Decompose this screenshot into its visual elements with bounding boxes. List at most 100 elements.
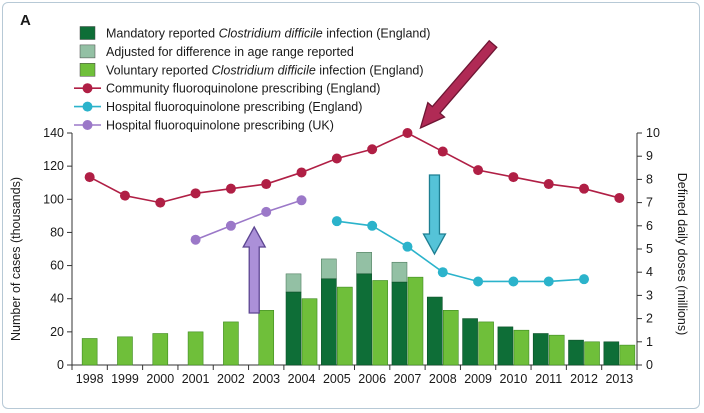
y-tick-label-left: 60 — [50, 259, 64, 273]
legend-text-part: infection (England) — [323, 27, 431, 41]
axes: 0 20 40 60 80 100 120 140 0 1 2 3 4 5 6 7 8 9 10 1998 1999 20… — [43, 126, 660, 386]
point-hospital_eng — [331, 216, 342, 227]
y-tick-label-right: 9 — [646, 149, 653, 163]
legend-text-italic: Clostridium difficile — [212, 63, 316, 77]
point-hospital_eng — [437, 267, 448, 278]
y-axis-title-left: Number of cases (thousands) — [9, 177, 23, 341]
point-hospital_uk — [296, 195, 307, 206]
legend-label-mandatory: Mandatory reported Clostridium difficile… — [106, 27, 430, 41]
x-tick-label: 2004 — [288, 372, 316, 386]
bar-voluntary — [548, 334, 565, 366]
point-community — [437, 146, 448, 157]
y-tick-label-left: 40 — [50, 292, 64, 306]
bar-voluntary — [187, 331, 204, 366]
point-hospital_eng — [473, 276, 484, 287]
bar-mandatory — [603, 341, 620, 366]
y-tick-label-right: 1 — [646, 335, 653, 349]
y-tick-label-right: 3 — [646, 288, 653, 302]
bar-mandatory — [426, 296, 443, 366]
x-tick-label: 2011 — [535, 372, 562, 386]
bar-voluntary — [619, 344, 636, 366]
line-hospital_eng — [336, 220, 585, 283]
bar-mandatory — [568, 339, 584, 366]
legend-text-part: Community fluoroquinolone prescribing (E… — [106, 82, 380, 96]
y-tick-label-left: 120 — [43, 159, 64, 173]
x-tick-label: 2000 — [146, 372, 174, 386]
point-community — [473, 165, 484, 176]
bar-mandatory — [497, 326, 514, 366]
y-tick-label-left: 80 — [50, 225, 64, 239]
bar-voluntary — [407, 276, 424, 366]
point-hospital_uk — [190, 234, 201, 245]
point-hospital_uk — [261, 206, 272, 217]
x-tick-label: 2002 — [217, 372, 245, 386]
bar-voluntary — [258, 310, 275, 366]
bar-mandatory — [321, 278, 337, 366]
point-community — [402, 128, 413, 138]
point-community — [543, 179, 554, 190]
legend-swatch-mandatory — [79, 26, 96, 40]
bar-mandatory — [285, 291, 302, 366]
legend-text-part: Voluntary reported — [106, 63, 212, 77]
point-community — [331, 153, 342, 164]
lines — [84, 128, 625, 287]
x-tick-label: 1999 — [111, 372, 139, 386]
bar-voluntary — [223, 321, 239, 366]
bar-voluntary — [117, 336, 133, 366]
legend-label-hospital_eng: Hospital fluoroquinolone prescribing (En… — [106, 100, 362, 114]
bars — [81, 252, 636, 366]
arrow-community-icon — [419, 39, 498, 130]
annotation-arrows — [242, 39, 498, 314]
y-tick-label-left: 140 — [43, 126, 64, 140]
arrow-hospital-uk-icon — [242, 225, 267, 314]
x-tick-label: 2008 — [429, 372, 457, 386]
panel-label: A — [20, 12, 31, 29]
y-tick-label-right: 2 — [646, 312, 653, 326]
point-community — [261, 179, 272, 190]
x-tick-label: 2010 — [500, 372, 528, 386]
point-hospital_eng — [367, 220, 378, 231]
x-tick-label: 2012 — [570, 372, 598, 386]
legend-label-voluntary: Voluntary reported Clostridium difficile… — [106, 63, 424, 77]
y-tick-label-right: 7 — [646, 196, 653, 210]
x-tick-label: 1998 — [76, 372, 104, 386]
point-community — [84, 172, 95, 183]
point-hospital_uk — [225, 220, 236, 231]
bar-voluntary — [337, 286, 353, 366]
point-community — [155, 197, 166, 208]
point-community — [508, 172, 519, 183]
bar-mandatory — [391, 281, 408, 366]
point-community — [296, 167, 307, 178]
legend-label-adjusted: Adjusted for difference in age range rep… — [106, 45, 354, 59]
x-tick-label: 2007 — [394, 372, 422, 386]
bar-mandatory — [532, 333, 549, 366]
legend-marker-community — [82, 83, 93, 94]
y-tick-label-right: 4 — [646, 265, 653, 279]
bar-voluntary — [513, 329, 530, 366]
y-tick-label-right: 6 — [646, 219, 653, 233]
y-tick-label-right: 5 — [646, 242, 653, 256]
legend-text-part: infection (England) — [316, 63, 424, 77]
x-tick-label: 2003 — [252, 372, 280, 386]
point-community — [190, 188, 201, 199]
bar-voluntary — [152, 333, 169, 366]
bar-voluntary — [442, 310, 459, 366]
bar-adjusted — [285, 273, 302, 293]
bar-adjusted — [391, 261, 408, 283]
legend-label-hospital_uk: Hospital fluoroquinolone prescribing (UK… — [106, 119, 334, 133]
bar-voluntary — [478, 321, 494, 366]
point-community — [614, 192, 625, 203]
bar-voluntary — [301, 298, 318, 366]
y-tick-label-right: 0 — [646, 358, 653, 372]
legend-label-community: Community fluoroquinolone prescribing (E… — [106, 82, 380, 96]
point-hospital_eng — [402, 241, 413, 252]
legend-marker-hospital_eng — [82, 101, 93, 112]
bar-voluntary — [81, 338, 98, 366]
x-tick-label: 2005 — [323, 372, 351, 386]
bar-voluntary — [372, 280, 388, 366]
bar-voluntary — [584, 341, 600, 366]
arrow-hospital-england-icon — [422, 174, 447, 256]
legend-text-part: Adjusted for difference in age range rep… — [106, 45, 354, 59]
y-tick-label-left: 20 — [50, 325, 64, 339]
